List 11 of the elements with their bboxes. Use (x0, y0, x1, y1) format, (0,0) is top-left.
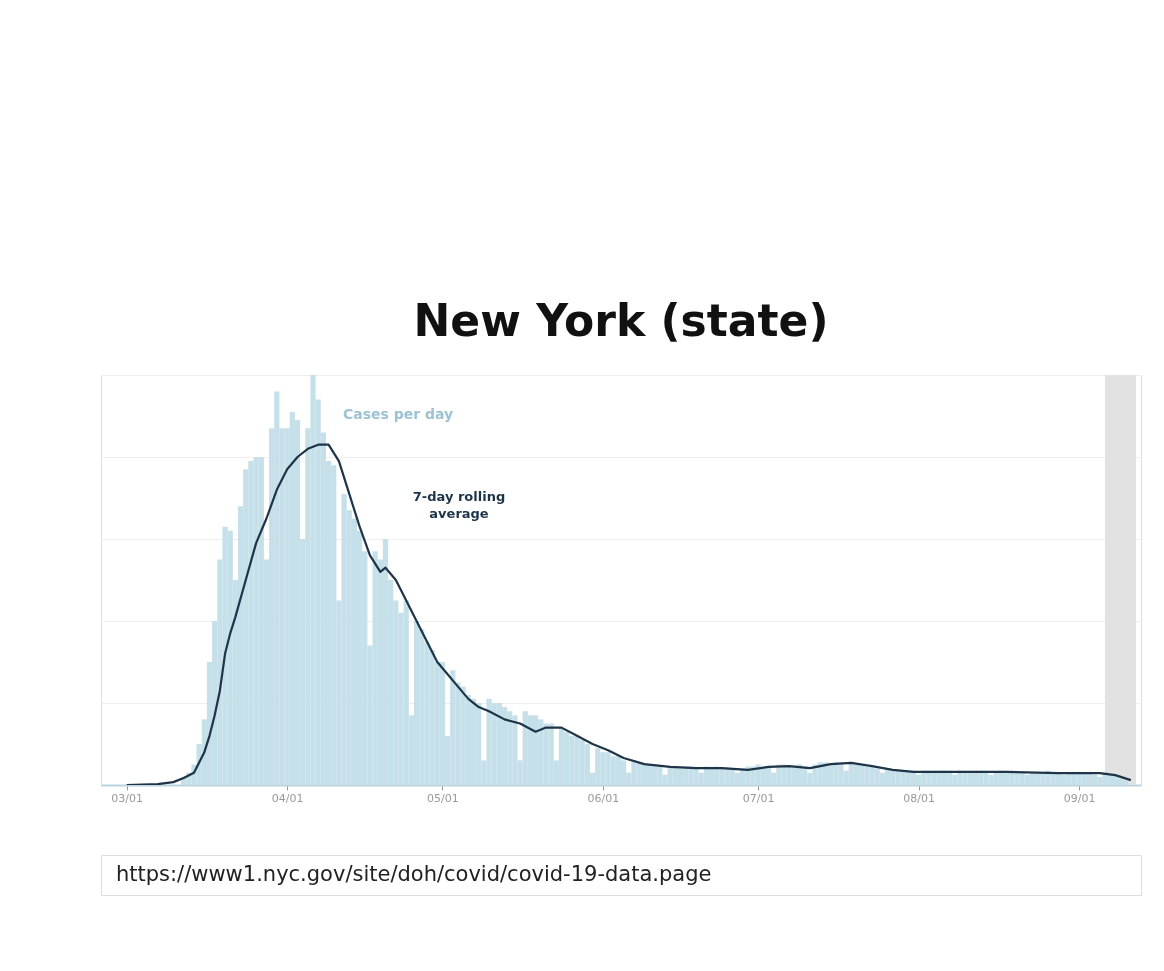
text: https://www1.nyc.gov/site/doh/covid/covid-19-data.page (116, 862, 712, 886)
x-tick-label: 08/01 (903, 791, 935, 805)
series-label: Cases per day (343, 406, 454, 422)
x-tick-label: 07/01 (742, 791, 775, 805)
text: 7-day rolling average (412, 489, 506, 521)
chart-title: New York (state) (413, 295, 829, 346)
x-tick-label: 05/01 (427, 791, 459, 805)
x-tick-label: 04/01 (271, 791, 304, 805)
x-tick-label: 09/01 (1063, 791, 1096, 805)
x-tick-label: 03/01 (111, 791, 144, 805)
x-tick-label: 06/01 (587, 791, 620, 805)
